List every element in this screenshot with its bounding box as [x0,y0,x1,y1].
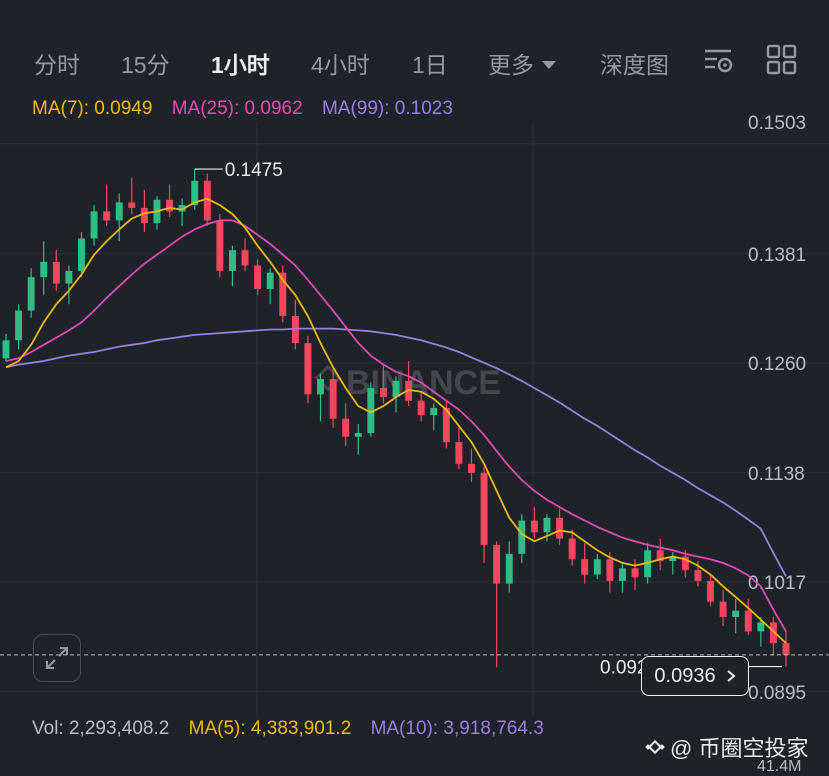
y-tick-label: 0.1138 [748,464,805,485]
candle-body [694,570,702,581]
ma25-label: MA(25): 0.0962 [171,98,303,119]
tab-more[interactable]: 更多 [488,46,556,80]
candle-body [52,261,60,284]
candle-body [266,272,274,289]
candle-body [367,388,375,434]
vol-ma10-label: MA(10): 3,918,764.3 [370,718,544,739]
candle-body [417,400,425,416]
candle-body [78,238,85,271]
caret-down-icon [542,61,556,69]
candle-body [254,265,262,289]
candle-body [556,517,564,539]
high-marker-label: 0.1475 [225,160,283,181]
candle-body [656,550,664,562]
candle-body [279,272,287,316]
candle-body [480,472,488,545]
candle-body [166,199,174,212]
candle-body [203,180,211,221]
tab-depth[interactable]: 深度图 [600,52,669,78]
candle-body [128,202,136,208]
candle-body [631,568,639,578]
candle-body [216,220,224,271]
expand-icon [46,647,68,669]
candle-body [342,418,350,437]
candle-body [115,202,123,221]
tab-4h[interactable]: 4小时 [311,52,370,78]
candle-body [2,340,10,359]
tab-15m[interactable]: 15分 [121,52,170,78]
current-price: 0.0936 [654,664,716,687]
ma99-label: MA(99): 0.1023 [321,98,453,119]
interval-tabs: 分时 15分 1小时 4小时 1日 更多 深度图 [0,36,829,86]
candle-body [719,601,727,617]
candle-body [757,622,765,632]
y-tick-label: 0.1503 [748,113,807,134]
candle-body [493,544,501,584]
expand-button[interactable] [33,634,81,682]
candle-body [27,277,35,311]
volume-legend: Vol: 2,293,408.2 MA(5): 4,383,901.2 MA(1… [32,718,558,740]
candle-body [90,211,98,239]
ma25-line [5,219,787,632]
candle-body [430,407,438,416]
candle-body [707,580,714,602]
candle-body [505,553,513,584]
candle-body [241,250,249,266]
candle-body [543,517,551,533]
candle-body [317,379,324,395]
volume-axis-label: 41.4M [757,758,802,775]
current-price-tag[interactable]: 0.0936 [641,656,749,696]
candle-body [354,433,362,437]
candle-body [40,261,48,278]
candle-body [392,380,400,398]
candle-body [581,559,589,575]
chevron-right-icon [726,670,736,682]
chart-toolbar: 分时 15分 1小时 4小时 1日 更多 深度图 MA(7): 0.0949 M… [0,0,829,122]
tab-1h[interactable]: 1小时 [211,52,270,78]
ma7-line [5,197,787,644]
candle-body [191,180,199,206]
ma-legend: MA(7): 0.0949 MA(25): 0.0962 MA(99): 0.1… [32,98,467,120]
y-tick-label: 0.1260 [748,354,806,375]
candle-body [681,556,689,571]
tab-timeline[interactable]: 分时 [34,52,80,78]
brand-text: @ 币圈空投家 [670,736,809,761]
ma7-label: MA(7): 0.0949 [32,98,153,119]
tab-more-label: 更多 [488,52,534,78]
candle-body [669,556,677,562]
candle-body [606,559,614,581]
candle-body [468,463,475,473]
binance-logo-icon [645,739,665,755]
candle-body [65,270,73,284]
candle-body [228,250,236,271]
candle-body [140,207,148,224]
candle-body [518,520,526,554]
candle-body [379,388,387,398]
candle-body [15,310,23,341]
tab-1d[interactable]: 1日 [412,52,448,78]
candle-body [442,407,450,443]
candle-body [455,442,463,464]
candle-body [732,610,740,617]
ma99-line [5,327,787,577]
y-tick-label: 0.0895 [748,683,806,704]
candle-body [530,520,538,533]
candle-body [103,211,111,221]
chart-settings-icon[interactable] [703,44,735,76]
candle-body [782,643,790,655]
candle-body [618,568,626,581]
candle-body [769,622,777,644]
candle-body [329,379,337,419]
brand-watermark: @ 币圈空投家 [644,731,808,763]
candle-body [304,343,312,395]
candle-body [178,205,186,212]
vol-ma5-label: MA(5): 4,383,901.2 [188,718,352,739]
candle-body [568,538,576,560]
vol-label: Vol: 2,293,408.2 [32,718,170,739]
candle-body [744,610,752,632]
grid-layout-icon[interactable] [766,44,798,76]
candle-body [593,559,601,575]
y-tick-label: 0.1381 [748,245,806,266]
